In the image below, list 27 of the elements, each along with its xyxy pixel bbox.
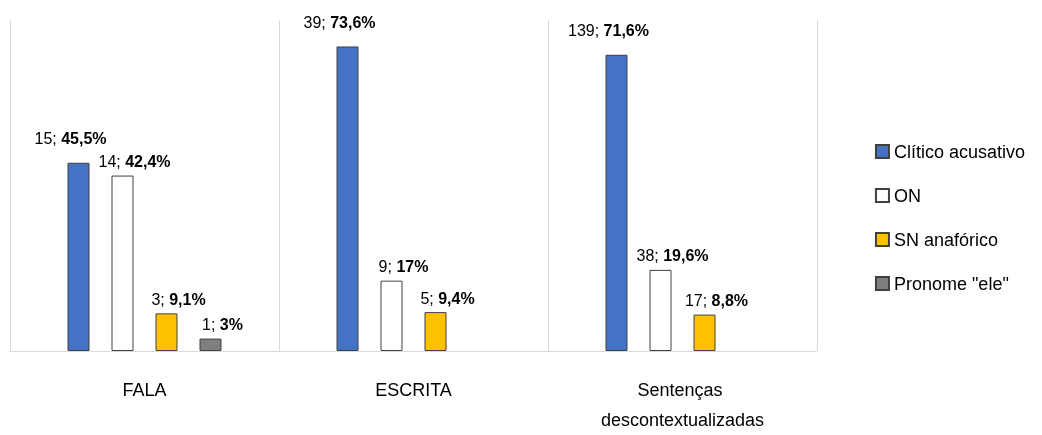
- x-tick-label: ESCRITA: [375, 380, 452, 400]
- legend-label: Clítico acusativo: [893, 141, 1026, 162]
- bar: [693, 314, 716, 351]
- bar: [199, 338, 222, 351]
- bar: [380, 280, 403, 351]
- bar: [155, 313, 178, 351]
- data-label: 139; 71,6%: [568, 22, 649, 40]
- data-label: 1; 3%: [202, 316, 243, 334]
- x-tick-label: FALA: [122, 380, 167, 400]
- x-tick-label: Sentenças descontextualizadas: [600, 380, 765, 430]
- data-label: 38; 19,6%: [636, 247, 709, 265]
- bar: [424, 312, 447, 351]
- bar: [111, 175, 134, 351]
- data-label: 15; 45,5%: [34, 130, 107, 148]
- legend-label: SN anafórico: [893, 229, 999, 250]
- legend-label: Pronome "ele": [893, 273, 1009, 294]
- data-label: 5; 9,4%: [420, 289, 475, 307]
- data-label: 3; 9,1%: [151, 290, 206, 308]
- legend-label: ON: [893, 185, 921, 206]
- bar: [67, 162, 90, 351]
- bar: [605, 54, 628, 351]
- data-label: 14; 42,4%: [98, 153, 171, 171]
- data-label: 39; 73,6%: [303, 13, 376, 31]
- data-label: 9; 17%: [378, 258, 429, 276]
- bar: [336, 46, 359, 351]
- data-label: 17; 8,8%: [684, 292, 749, 310]
- bar: [649, 269, 672, 351]
